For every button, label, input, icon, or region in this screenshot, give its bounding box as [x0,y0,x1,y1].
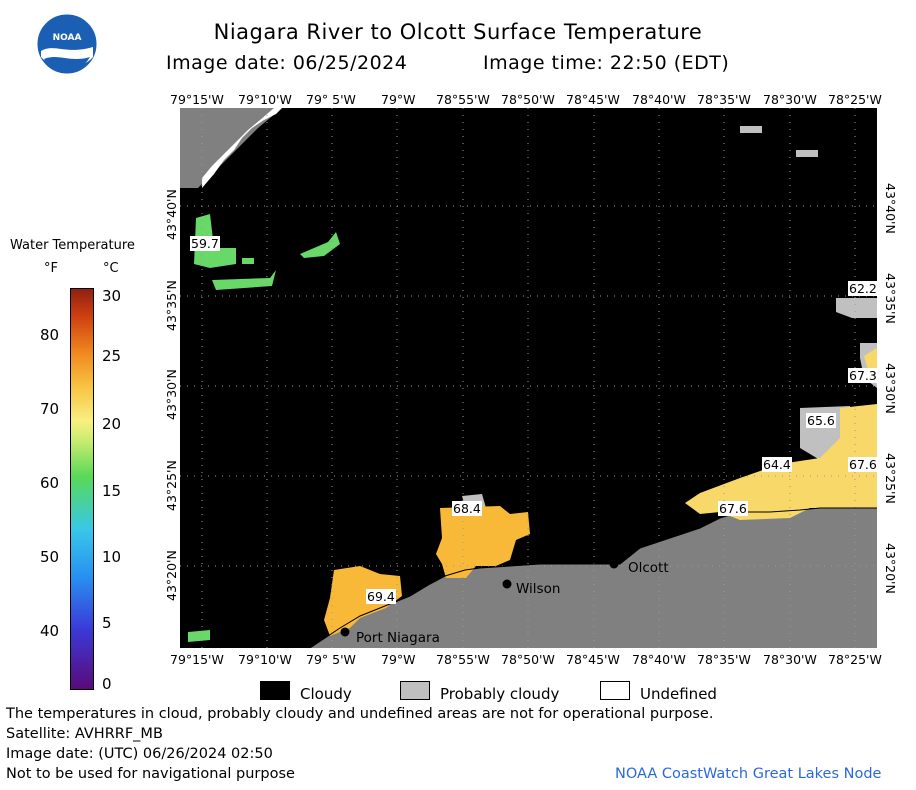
port-niagara-marker [340,627,350,637]
disclaimer-text: The temperatures in cloud, probably clou… [6,706,714,722]
cool-water-patch [212,270,276,290]
celsius-label: 5 [102,614,112,632]
legend-title: Water Temperature [10,238,135,253]
place-label-wilson: Wilson [516,581,561,597]
lat-tick: 43°30'N [164,369,179,420]
fahrenheit-label: 70 [40,400,60,418]
lon-tick: 79°W [381,92,416,107]
probably-cloudy-swatch [400,681,430,700]
cool-water-patch [242,258,254,264]
probably-cloudy-patch [836,298,877,318]
satellite-text: Satellite: AVHRRF_MB [6,726,163,742]
lon-tick: 79°15'W [170,652,224,667]
temperature-map [180,108,877,649]
warm-water-east [685,404,877,520]
color-scale-bar [70,288,94,690]
place-label-olcott: Olcott [628,560,669,576]
fahrenheit-label: 40 [40,622,60,640]
warm-water-port-niagara [324,566,402,636]
fahrenheit-label: 80 [40,326,60,344]
fahrenheit-label: 60 [40,474,60,492]
lat-tick: 43°40'N [164,189,179,240]
cool-water-patch [188,630,210,642]
lon-tick: 79°10'W [238,652,292,667]
lon-tick: 78°35'W [697,652,751,667]
temperature-label: 67.3 [848,368,878,383]
image-date: Image date: 06/25/2024 [166,52,408,74]
lon-tick: 79°10'W [238,92,292,107]
lon-tick: 78°30'W [763,652,817,667]
olcott-marker [609,559,619,569]
lon-tick: 79° 5'W [306,92,356,107]
lon-tick: 79°15'W [170,92,224,107]
temperature-label: 59.7 [190,236,220,251]
utc-date-text: Image date: (UTC) 06/26/2024 02:50 [6,746,273,762]
lon-tick: 79°W [381,652,416,667]
lon-tick: 78°45'W [566,92,620,107]
lon-tick: 78°25'W [828,92,882,107]
lat-tick: 43°20'N [883,543,898,594]
undefined-label: Undefined [640,685,717,703]
celsius-label: 25 [102,347,122,365]
noaa-logo-graphic: NOAA [36,13,98,75]
celsius-label: 0 [102,675,112,693]
shoreline [276,507,877,649]
lon-tick: 78°40'W [632,92,686,107]
lon-tick: 78°35'W [697,92,751,107]
fahrenheit-label: 50 [40,548,60,566]
lon-tick: 78°25'W [828,652,882,667]
warm-water-east [864,348,877,370]
lon-tick: 78°40'W [632,652,686,667]
temperature-label: 67.6 [848,457,878,472]
celsius-label: 20 [102,415,122,433]
lon-tick: 78°55'W [436,652,490,667]
unit-celsius: °C [103,261,119,276]
lat-tick: 43°30'N [883,363,898,414]
temperature-label: 64.4 [762,457,792,472]
lon-tick: 78°50'W [501,92,555,107]
cloudy-swatch [260,681,290,700]
lat-tick: 43°20'N [164,550,179,601]
cool-water-patch [300,232,340,258]
noaa-logo: NOAA [36,13,98,75]
navigation-warning: Not to be used for navigational purpose [6,766,295,782]
credit-link[interactable]: NOAA CoastWatch Great Lakes Node [615,766,882,782]
lon-tick: 78°30'W [763,92,817,107]
undefined-swatch [600,681,630,700]
lon-tick: 78°45'W [566,652,620,667]
lon-tick: 78°50'W [501,652,555,667]
page-title: Niagara River to Olcott Surface Temperat… [213,20,703,44]
warm-water-central [436,506,530,578]
temperature-label: 62.2 [848,281,878,296]
lat-tick: 43°25'N [164,460,179,511]
probably-cloudy-patch [740,126,762,133]
unit-fahrenheit: °F [44,261,58,276]
temperature-label: 68.4 [452,501,482,516]
lon-tick: 78°55'W [436,92,490,107]
image-time: Image time: 22:50 (EDT) [483,52,730,74]
celsius-label: 30 [102,287,122,305]
lat-tick: 43°35'N [164,280,179,331]
probably-cloudy-label: Probably cloudy [440,685,560,703]
celsius-label: 10 [102,548,122,566]
probably-cloudy-patch [796,150,818,157]
place-label-port-niagara: Port Niagara [356,630,440,646]
lat-tick: 43°40'N [883,183,898,234]
lat-tick: 43°25'N [883,453,898,504]
temperature-label: 67.6 [718,501,748,516]
map-canvas [180,108,877,649]
cloudy-label: Cloudy [300,685,352,703]
lon-tick: 79° 5'W [306,652,356,667]
temperature-label: 69.4 [366,589,396,604]
cool-water-patch [194,214,236,268]
temperature-label: 65.6 [806,413,836,428]
us-shore-land [276,508,877,648]
wilson-marker [502,579,512,589]
lat-tick: 43°35'N [883,273,898,324]
noaa-logo-text: NOAA [53,33,82,43]
celsius-label: 15 [102,482,122,500]
